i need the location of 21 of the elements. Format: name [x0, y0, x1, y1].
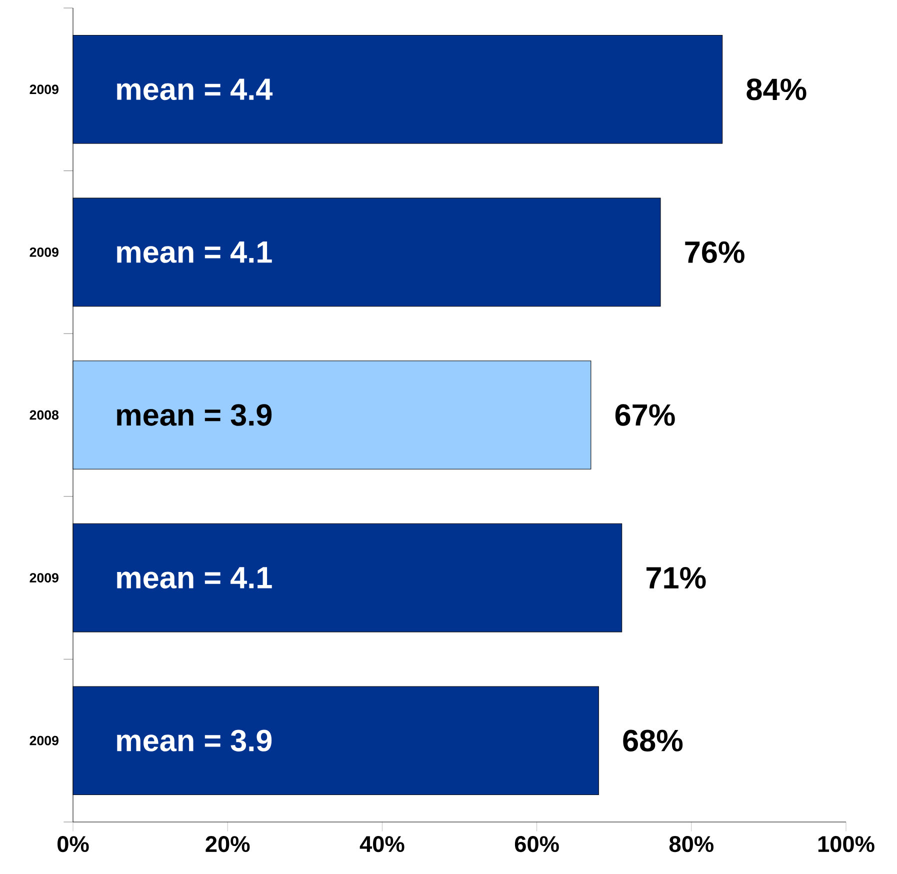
data-label: 84%	[746, 78, 806, 100]
annotation: mean = 3.9	[117, 730, 272, 752]
data-label: 76%	[685, 241, 744, 264]
annotation: mean = 4.4	[117, 78, 273, 100]
annotation: mean = 3.9	[117, 404, 272, 426]
annotation: mean = 4.1	[117, 242, 272, 263]
x-tick-label: 20%	[206, 836, 250, 852]
x-tick-label: 40%	[360, 836, 404, 852]
y-tick-label: 2009	[30, 573, 58, 583]
y-tick-label: 2009	[30, 84, 58, 94]
y-tick-label: 2009	[30, 247, 58, 257]
x-tick-label: 80%	[669, 836, 714, 852]
x-tick-label: 0%	[58, 836, 89, 852]
y-tick-label: 2008	[30, 410, 59, 420]
x-tick-label: 100%	[818, 836, 874, 852]
annotation: mean = 4.1	[117, 567, 272, 588]
data-label: 71%	[646, 566, 706, 589]
x-tick-label: 60%	[514, 836, 559, 852]
data-label: 67%	[615, 404, 675, 426]
data-label: 68%	[623, 730, 683, 752]
y-tick-label: 2009	[30, 736, 58, 746]
